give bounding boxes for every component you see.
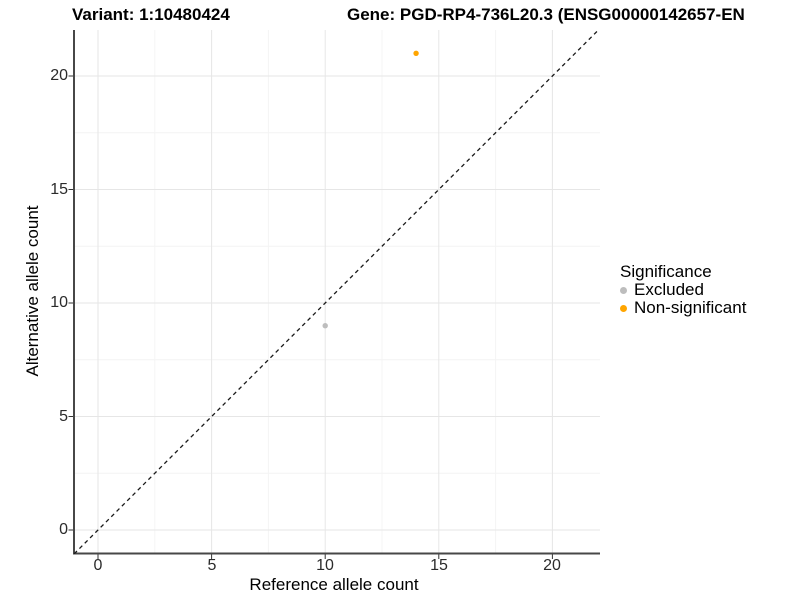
excluded-dot-icon [620, 286, 627, 294]
legend-item-excluded: Excluded [620, 280, 746, 299]
legend-title: Significance [620, 262, 712, 281]
identity-dashed-line [73, 29, 600, 555]
y-tick-label: 15 [50, 181, 68, 198]
axis-lines [73, 30, 600, 555]
variant-title: Variant: 1:10480424 [72, 5, 230, 24]
legend: Significance Excluded Non-significant [620, 262, 746, 317]
y-tick-label: 20 [50, 67, 68, 84]
legend-item-non-significant: Non-significant [620, 298, 747, 317]
major-gridlines [74, 30, 600, 554]
y-tick-label: 10 [50, 294, 68, 311]
gene-title: Gene: PGD-RP4-736L20.3 (ENSG00000142657-… [347, 5, 745, 24]
x-tick-label: 10 [316, 557, 334, 574]
non-significant-dot-icon [620, 304, 627, 312]
y-tick-label: 5 [59, 408, 68, 425]
minor-gridlines [74, 30, 600, 554]
x-tick-label: 15 [430, 557, 448, 574]
y-tick-label: 0 [59, 521, 68, 538]
legend-item-label: Excluded [634, 280, 704, 299]
data-points [322, 50, 419, 329]
x-tick-label: 20 [543, 557, 561, 574]
y-axis-title: Alternative allele count [23, 205, 42, 377]
x-tick-label: 5 [207, 557, 217, 574]
axis-tick-marks [68, 75, 553, 559]
x-tick-label: 0 [93, 557, 103, 574]
x-axis-title: Reference allele count [249, 575, 419, 594]
legend-item-label: Non-significant [634, 298, 747, 317]
